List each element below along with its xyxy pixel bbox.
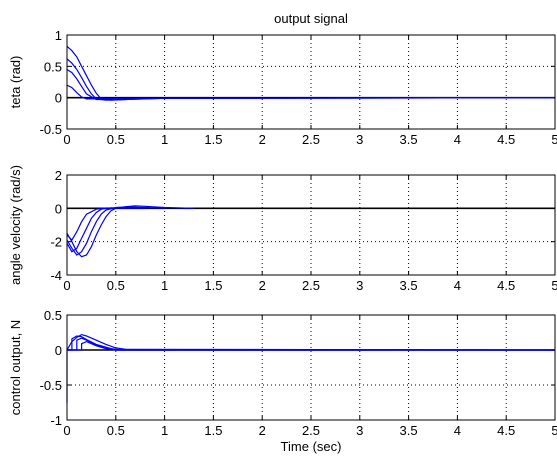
x-tick-label: 0.5 xyxy=(107,423,125,438)
series-line-4 xyxy=(66,207,126,241)
chart-title: output signal xyxy=(274,11,348,26)
x-tick-label: 4 xyxy=(454,278,461,293)
y-tick-label: 0.5 xyxy=(44,308,62,323)
x-tick-label: 2 xyxy=(259,423,266,438)
y-tick-label: 0 xyxy=(55,343,62,358)
x-tick-label: 0 xyxy=(63,132,70,147)
x-tick-label: 0 xyxy=(63,278,70,293)
x-tick-label: 3.5 xyxy=(400,278,418,293)
x-tick-label: 2.5 xyxy=(302,278,320,293)
x-tick-label: 5 xyxy=(551,132,557,147)
x-tick-label: 4 xyxy=(454,132,461,147)
axes-box xyxy=(66,314,556,421)
y-tick-label: -0.5 xyxy=(40,122,62,137)
x-tick-label: 3 xyxy=(356,278,363,293)
x-tick-label: 1.5 xyxy=(204,278,222,293)
x-tick-label: 3 xyxy=(356,132,363,147)
x-tick-label: 4 xyxy=(454,423,461,438)
series-line-2 xyxy=(67,335,555,351)
y-tick-label: -1 xyxy=(50,413,62,428)
y-tick-label: 1 xyxy=(55,28,62,43)
x-tick-label: 1.5 xyxy=(204,132,222,147)
series-line-1 xyxy=(66,333,556,404)
x-tick-label: 2 xyxy=(259,278,266,293)
plot-area xyxy=(67,35,555,129)
x-tick-label: 2 xyxy=(259,132,266,147)
y-tick-label: 2 xyxy=(55,168,62,183)
x-tick-label: 1 xyxy=(161,278,168,293)
series-line-4 xyxy=(66,84,556,100)
y-tick-label: -4 xyxy=(50,268,62,283)
axes-box xyxy=(66,34,556,130)
x-tick-label: 5 xyxy=(551,423,557,438)
x-tick-label: 0 xyxy=(63,423,70,438)
y-tick-label: 0 xyxy=(55,91,62,106)
y-axis-label: teta (rad) xyxy=(8,56,23,109)
y-tick-label: 0 xyxy=(55,201,62,216)
x-tick-label: 1.5 xyxy=(204,423,222,438)
x-tick-label: 3 xyxy=(356,423,363,438)
x-tick-label: 0.5 xyxy=(107,132,125,147)
axes-box xyxy=(66,174,556,276)
x-tick-label: 4.5 xyxy=(497,132,515,147)
x-tick-label: 2.5 xyxy=(302,132,320,147)
x-tick-label: 2.5 xyxy=(302,423,320,438)
y-tick-label: 0.5 xyxy=(44,59,62,74)
x-tick-label: 1 xyxy=(161,423,168,438)
x-tick-label: 1 xyxy=(161,132,168,147)
series-line-1 xyxy=(66,205,194,258)
y-axis-label: control output, N xyxy=(8,320,23,415)
subplot-3: 0 0.5 1 1.5 2 2.5 3 3.5 4 4.5 5 -1 -0.5 0 0.5 control o… xyxy=(8,308,557,454)
series-line-2 xyxy=(66,58,556,101)
subplot-2: 0 0.5 1 1.5 2 2.5 3 3.5 4 4.5 5 -4 -2 0 2 angle velocit… xyxy=(8,165,557,293)
series-line-4 xyxy=(67,340,555,351)
y-tick-label: -0.5 xyxy=(40,378,62,393)
x-tick-label: 3.5 xyxy=(400,132,418,147)
x-tick-label: 4.5 xyxy=(497,423,515,438)
y-axis-label: angle velocity (rad/s) xyxy=(8,165,23,285)
y-tick-label: -2 xyxy=(50,235,62,250)
x-axis-label: Time (sec) xyxy=(281,439,342,454)
x-tick-label: 4.5 xyxy=(497,278,515,293)
series-line-2 xyxy=(66,206,165,256)
x-tick-label: 3.5 xyxy=(400,423,418,438)
x-tick-label: 5 xyxy=(551,278,557,293)
x-tick-label: 0.5 xyxy=(107,278,125,293)
